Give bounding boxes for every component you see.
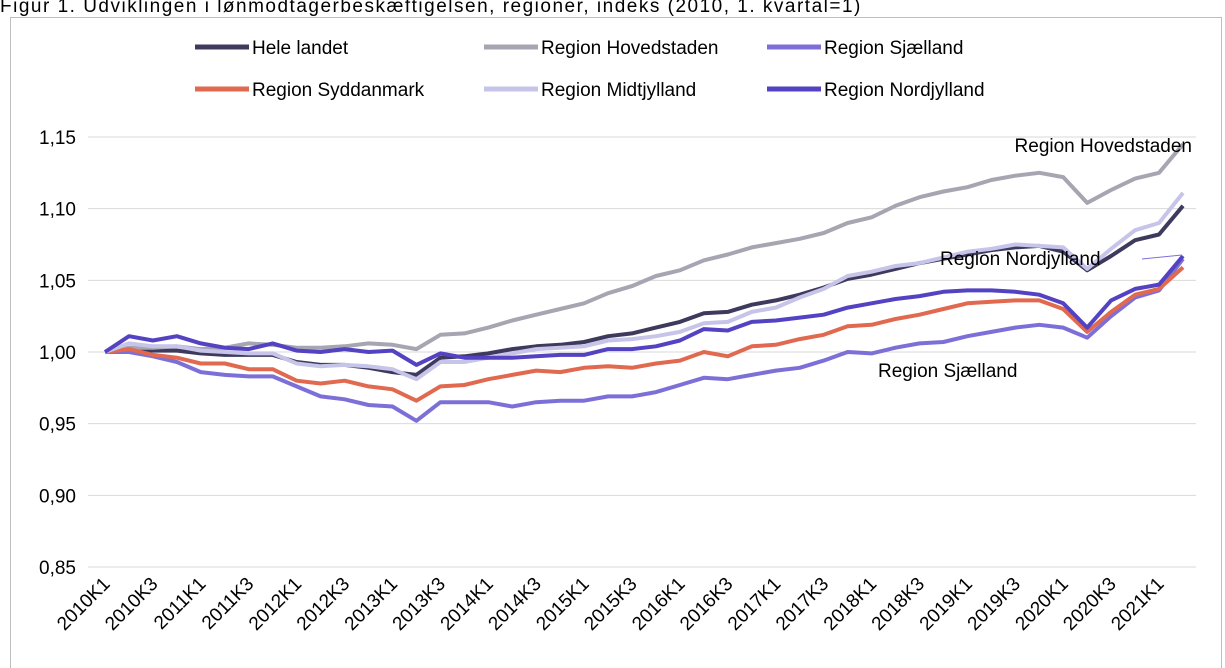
x-tick-label: 2010K3 (101, 574, 162, 635)
series-line (105, 257, 1185, 423)
legend-label: Region Sjælland (824, 38, 963, 59)
x-tick-label: 2018K1 (820, 574, 881, 635)
legend-label: Region Syddanmark (252, 80, 425, 101)
x-tick-label: 2019K1 (916, 574, 977, 635)
x-tick-label: 2013K1 (341, 574, 402, 635)
x-tick-label: 2018K3 (868, 574, 929, 635)
y-tick-label: 0,95 (39, 415, 76, 436)
y-tick-label: 0,85 (39, 558, 76, 579)
x-tick-label: 2019K3 (964, 574, 1025, 635)
x-tick-label: 2011K1 (150, 574, 210, 634)
x-tick-label: 2020K1 (1012, 574, 1073, 635)
x-tick-label: 2013K3 (389, 574, 450, 635)
series-line (104, 265, 1185, 403)
legend-label: Region Nordjylland (824, 80, 985, 101)
x-tick-label: 2012K3 (293, 574, 354, 635)
series-line (103, 254, 1185, 367)
legend-label: Hele landet (252, 38, 349, 59)
y-tick-label: 1,15 (39, 128, 76, 149)
x-tick-label: 2015K3 (580, 574, 641, 635)
x-tick-label: 2016K1 (628, 574, 689, 635)
x-tick-label: 2012K1 (245, 574, 306, 635)
x-tick-label: 2015K1 (532, 574, 593, 635)
x-tick-label: 2017K1 (724, 574, 785, 635)
annotation: Region Nordjylland (940, 249, 1101, 270)
x-tick-label: 2014K3 (485, 574, 546, 635)
y-tick-label: 1,10 (39, 200, 76, 221)
x-tick-label: 2020K3 (1059, 574, 1120, 635)
annotation-leader (1141, 254, 1183, 260)
chart-frame (10, 17, 1222, 668)
legend-label: Region Hovedstaden (541, 38, 718, 59)
y-tick-label: 1,05 (39, 271, 76, 292)
x-tick-label: 2014K1 (437, 574, 498, 635)
series-line (104, 191, 1185, 382)
x-tick-label: 2017K3 (772, 574, 833, 635)
chart-title: Figur 1. Udviklingen i lønmodtagerbeskæf… (0, 0, 862, 17)
x-tick-label: 2021K1 (1107, 574, 1168, 635)
x-tick-label: 2010K1 (53, 574, 114, 635)
annotation: Region Hovedstaden (1015, 136, 1192, 157)
y-tick-label: 0,90 (39, 486, 76, 507)
y-tick-label: 1,00 (39, 343, 76, 364)
x-tick-label: 2016K3 (676, 574, 737, 635)
legend-label: Region Midtjylland (541, 80, 696, 101)
annotation: Region Sjælland (878, 361, 1017, 382)
